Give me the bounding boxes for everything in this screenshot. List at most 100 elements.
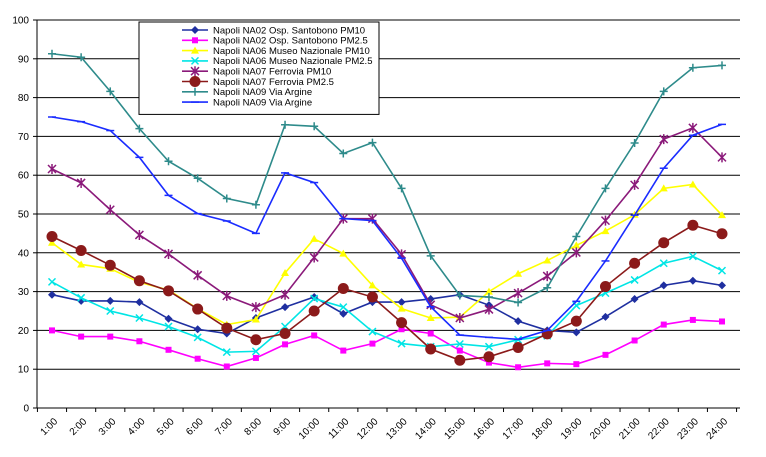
data-point (164, 322, 173, 331)
data-point (544, 360, 551, 367)
data-point (164, 157, 173, 166)
data-point (570, 315, 582, 327)
data-point (368, 138, 377, 147)
data-point (46, 231, 58, 243)
legend-label: Napoli NA07 Ferrovia PM10 (213, 67, 331, 78)
data-point (719, 318, 725, 325)
series-7 (48, 49, 726, 307)
series-6 (46, 219, 728, 366)
data-point (310, 234, 319, 242)
data-point (192, 303, 204, 315)
data-point (49, 327, 55, 334)
data-point (222, 348, 231, 357)
legend-swatch-marker (191, 46, 199, 54)
data-point (48, 49, 56, 58)
data-point (455, 291, 464, 300)
legend-label: Napoli NA06 Museo Nazionale PM2.5 (213, 56, 372, 67)
data-point (602, 351, 609, 358)
x-tick-label: 11:00 (326, 416, 351, 441)
y-tick-label: 80 (18, 93, 30, 104)
data-point (339, 303, 348, 312)
data-point (483, 351, 495, 363)
x-tick-label: 3:00 (97, 416, 119, 438)
data-point (659, 281, 668, 290)
x-tick-label: 7:00 (213, 416, 235, 438)
x-tick-label: 18:00 (530, 416, 556, 442)
y-tick-label: 50 (18, 210, 30, 221)
series-2 (49, 316, 725, 371)
data-point (337, 282, 349, 294)
data-point (368, 327, 377, 336)
data-point (193, 333, 202, 342)
data-point (397, 339, 406, 348)
data-point (659, 184, 668, 192)
data-point (542, 271, 552, 282)
data-point (164, 314, 173, 323)
series-line (51, 279, 723, 335)
x-tick-label: 1:00 (39, 416, 61, 438)
data-point (629, 257, 641, 269)
data-point (75, 244, 87, 256)
data-point (369, 340, 376, 347)
data-point (397, 298, 406, 307)
data-point (659, 259, 668, 268)
x-tick-label: 24:00 (705, 416, 731, 442)
legend-label: Napoli NA07 Ferrovia PM2.5 (213, 77, 334, 88)
data-point (572, 232, 581, 241)
x-tick-label: 5:00 (155, 416, 177, 438)
data-point (310, 122, 319, 131)
data-point (105, 204, 115, 215)
data-point (77, 260, 86, 268)
y-tick-label: 10 (18, 365, 30, 376)
data-point (47, 163, 57, 174)
data-point (223, 363, 230, 370)
x-tick-label: 16:00 (472, 416, 498, 442)
x-tick-label: 17:00 (501, 416, 527, 442)
data-point (513, 288, 523, 299)
legend-item: Napoli NA09 Via Argine (182, 87, 312, 98)
data-point (543, 256, 552, 264)
data-point (484, 287, 493, 295)
data-point (718, 281, 726, 290)
x-tick-label: 13:00 (384, 416, 410, 442)
series-line (51, 116, 723, 341)
legend-swatch-marker (192, 37, 198, 44)
data-point (368, 281, 377, 289)
data-point (514, 269, 523, 277)
data-point (339, 309, 348, 318)
x-tick-label: 14:00 (413, 416, 439, 442)
legend-swatch-marker (190, 56, 200, 65)
data-point (106, 87, 115, 96)
x-axis: 1:00 2:00 3:00 4:00 5:00 6:00 7:00 8:00 9:00 10:0… (36, 407, 740, 442)
y-axis: 0 10 20 30 40 50 60 70 80 90 100 (12, 16, 38, 415)
data-point (47, 277, 57, 286)
legend-item: Napoli NA09 Via Argine (182, 97, 312, 108)
legend-item: Napoli NA06 Museo Nazionale PM2.5 (182, 56, 372, 67)
data-point (718, 61, 726, 70)
data-point (572, 241, 581, 249)
data-point (630, 138, 639, 147)
data-point (48, 238, 56, 246)
data-point (78, 333, 85, 340)
data-point (454, 354, 466, 366)
data-point (280, 289, 290, 300)
data-point (133, 275, 145, 287)
data-point (630, 294, 639, 303)
y-tick-label: 40 (18, 248, 30, 259)
data-point (425, 343, 437, 355)
x-tick-label: 8:00 (242, 416, 264, 438)
x-tick-label: 4:00 (126, 416, 148, 438)
data-point (455, 312, 465, 323)
data-point (281, 303, 290, 312)
data-point (630, 275, 639, 284)
data-point (107, 333, 114, 340)
legend-box (138, 21, 380, 115)
series-line (51, 52, 723, 304)
data-point (193, 325, 202, 334)
data-point (77, 53, 86, 62)
series-line (51, 319, 723, 369)
data-point (396, 317, 408, 329)
data-point (572, 328, 581, 337)
data-point (456, 347, 463, 354)
